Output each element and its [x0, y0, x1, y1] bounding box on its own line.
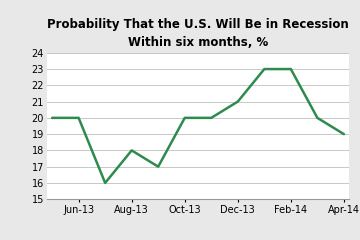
Title: Probability That the U.S. Will Be in Recession
Within six months, %: Probability That the U.S. Will Be in Rec… [47, 18, 349, 49]
